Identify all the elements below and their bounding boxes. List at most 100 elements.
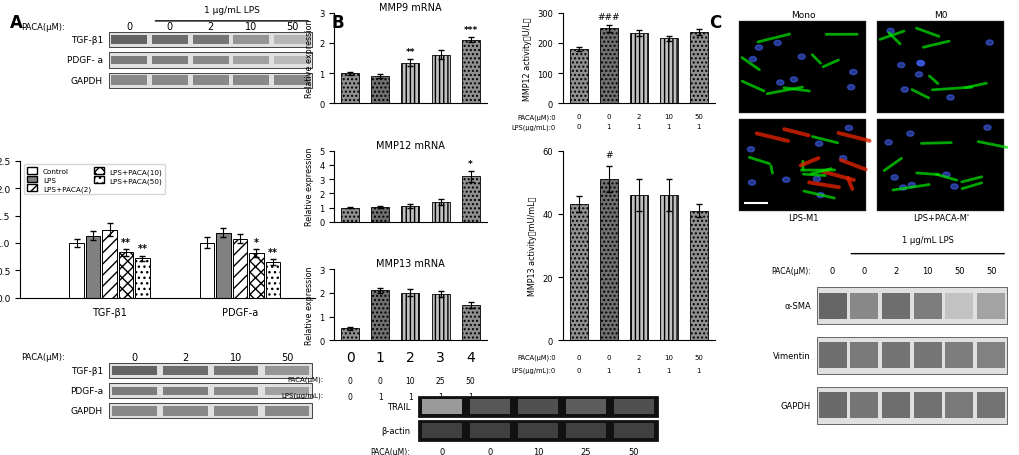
FancyBboxPatch shape xyxy=(233,76,269,86)
Bar xyxy=(371,207,389,222)
Bar xyxy=(216,233,230,298)
Bar xyxy=(136,259,150,298)
Bar xyxy=(569,50,587,104)
Text: 0: 0 xyxy=(126,22,132,32)
FancyBboxPatch shape xyxy=(876,22,1004,114)
FancyBboxPatch shape xyxy=(818,293,846,319)
Bar xyxy=(599,180,618,340)
FancyBboxPatch shape xyxy=(945,293,972,319)
Text: 1: 1 xyxy=(636,367,640,373)
Text: α-SMA: α-SMA xyxy=(784,301,810,310)
FancyBboxPatch shape xyxy=(111,36,147,45)
Bar xyxy=(401,207,419,222)
FancyBboxPatch shape xyxy=(213,387,258,395)
Text: Vimentin: Vimentin xyxy=(772,351,810,360)
Text: M0: M0 xyxy=(933,10,947,20)
Bar xyxy=(232,239,247,298)
Text: 0: 0 xyxy=(861,266,866,275)
Text: PACA(μM):0: PACA(μM):0 xyxy=(517,354,555,360)
Circle shape xyxy=(748,181,755,186)
Text: 1: 1 xyxy=(666,367,671,373)
FancyBboxPatch shape xyxy=(213,366,258,375)
FancyBboxPatch shape xyxy=(112,406,157,416)
Text: 0: 0 xyxy=(576,124,580,130)
FancyBboxPatch shape xyxy=(566,424,605,438)
Text: 25: 25 xyxy=(580,447,591,455)
Circle shape xyxy=(908,183,915,188)
Text: GAPDH: GAPDH xyxy=(70,76,103,86)
Text: 10: 10 xyxy=(245,22,257,32)
FancyBboxPatch shape xyxy=(816,387,1006,424)
FancyBboxPatch shape xyxy=(111,76,147,86)
FancyBboxPatch shape xyxy=(818,343,846,369)
Text: 1: 1 xyxy=(468,392,473,401)
Text: 0: 0 xyxy=(829,266,835,275)
FancyBboxPatch shape xyxy=(264,387,309,395)
FancyBboxPatch shape xyxy=(233,57,269,65)
Bar xyxy=(431,56,449,104)
FancyBboxPatch shape xyxy=(109,363,312,378)
FancyBboxPatch shape xyxy=(233,36,269,45)
Bar xyxy=(431,294,449,340)
Text: 50: 50 xyxy=(694,114,703,120)
FancyBboxPatch shape xyxy=(264,366,309,375)
FancyBboxPatch shape xyxy=(274,57,310,65)
Circle shape xyxy=(985,41,993,46)
Title: MMP9 mRNA: MMP9 mRNA xyxy=(379,3,441,13)
Bar xyxy=(462,177,479,222)
FancyBboxPatch shape xyxy=(913,293,941,319)
FancyBboxPatch shape xyxy=(470,399,510,415)
Text: 10: 10 xyxy=(921,266,932,275)
Circle shape xyxy=(782,178,789,183)
FancyBboxPatch shape xyxy=(613,424,653,438)
Text: 0: 0 xyxy=(576,354,580,360)
Text: 0: 0 xyxy=(439,447,444,455)
Text: 50: 50 xyxy=(694,354,703,360)
Text: 1: 1 xyxy=(438,392,442,401)
Text: **: ** xyxy=(406,48,415,57)
FancyBboxPatch shape xyxy=(274,76,310,86)
FancyBboxPatch shape xyxy=(109,33,312,48)
Text: PACA(μM):0: PACA(μM):0 xyxy=(517,114,555,121)
Text: 50: 50 xyxy=(285,22,298,32)
Text: LPS+PACA-M': LPS+PACA-M' xyxy=(912,213,968,222)
Bar xyxy=(200,243,214,298)
FancyBboxPatch shape xyxy=(518,424,557,438)
Text: PACA(μM):: PACA(μM): xyxy=(286,376,323,383)
Circle shape xyxy=(849,70,856,76)
Circle shape xyxy=(897,63,904,69)
Text: 1: 1 xyxy=(606,124,610,130)
Bar xyxy=(371,291,389,340)
Text: 0: 0 xyxy=(167,22,173,32)
Text: **: ** xyxy=(268,247,277,257)
FancyBboxPatch shape xyxy=(109,53,312,68)
FancyBboxPatch shape xyxy=(264,406,309,416)
Bar xyxy=(341,74,359,104)
Text: 50: 50 xyxy=(280,352,292,362)
FancyBboxPatch shape xyxy=(976,343,1004,369)
Bar xyxy=(102,230,117,298)
Text: 0: 0 xyxy=(576,114,580,120)
Circle shape xyxy=(906,132,913,137)
Text: ###: ### xyxy=(597,13,620,22)
Text: 1: 1 xyxy=(666,124,671,130)
FancyBboxPatch shape xyxy=(816,288,1006,324)
Circle shape xyxy=(812,177,819,182)
FancyBboxPatch shape xyxy=(818,393,846,419)
Text: *: * xyxy=(254,237,259,247)
Y-axis label: Relative expression: Relative expression xyxy=(305,20,314,98)
FancyBboxPatch shape xyxy=(193,76,228,86)
Bar xyxy=(401,293,419,340)
FancyBboxPatch shape xyxy=(913,393,941,419)
Text: 50: 50 xyxy=(953,266,964,275)
Text: 1: 1 xyxy=(408,392,413,401)
FancyBboxPatch shape xyxy=(112,387,157,395)
Text: 1: 1 xyxy=(696,367,700,373)
Title: MMP12 mRNA: MMP12 mRNA xyxy=(376,141,444,151)
Text: TRAIL: TRAIL xyxy=(386,403,410,411)
Text: 10: 10 xyxy=(229,352,242,362)
Text: 2: 2 xyxy=(636,354,640,360)
Text: 0: 0 xyxy=(378,376,382,385)
Bar xyxy=(689,33,707,104)
Text: *: * xyxy=(468,159,473,168)
